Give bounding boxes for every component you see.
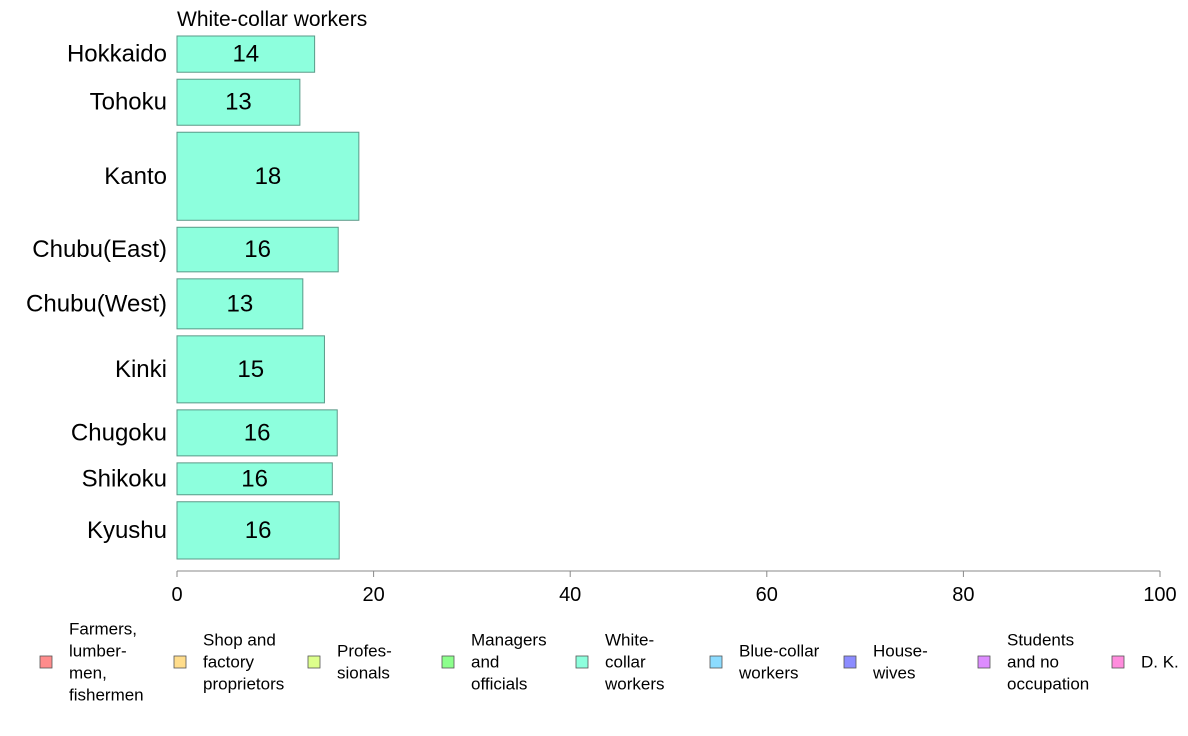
legend-label: Profes-	[337, 642, 392, 661]
bar	[176, 409, 338, 457]
x-tick-label: 0	[171, 584, 182, 606]
category-label: Hokkaido	[67, 41, 167, 68]
category-label: Chugoku	[71, 419, 167, 446]
legend-swatch	[1111, 655, 1125, 669]
legend-label: sionals	[337, 664, 390, 683]
bars-layer: Hokkaido 14 Tohoku 13 Kanto 18 Chubu(East) 16 Ch…	[26, 35, 360, 560]
legend-label: collar	[605, 653, 646, 672]
bar-value-label: 16	[244, 236, 271, 263]
legend-swatch	[39, 655, 53, 669]
legend-label: wives	[872, 664, 916, 683]
legend-label: Farmers,	[69, 620, 137, 639]
legend-label: fishermen	[69, 686, 144, 705]
legend-label: factory	[203, 653, 255, 672]
bar-value-label: 15	[237, 356, 264, 383]
bar-value-label: 14	[232, 41, 259, 68]
legend-label: D. K.	[1141, 653, 1179, 672]
bar-value-label: 13	[227, 290, 254, 317]
x-tick-label: 20	[362, 584, 384, 606]
category-label: Shikoku	[82, 465, 167, 492]
legend-swatch	[977, 655, 991, 669]
legend-label: men,	[69, 664, 107, 683]
legend-swatch	[173, 655, 187, 669]
legend-label: Shop and	[203, 631, 276, 650]
legend-label: House-	[873, 642, 928, 661]
legend-swatch	[575, 655, 589, 669]
category-label: Kanto	[104, 163, 167, 190]
x-tick-label: 100	[1143, 584, 1176, 606]
legend-label: and no	[1007, 653, 1059, 672]
bar-value-label: 16	[244, 419, 271, 446]
legend-label: workers	[604, 675, 665, 694]
legend-label: officials	[471, 675, 527, 694]
bar	[176, 131, 360, 221]
legend-label: Students	[1007, 631, 1074, 650]
legend-label: Blue-collar	[739, 642, 820, 661]
legend-label: Managers	[471, 631, 547, 650]
x-tick-label: 40	[559, 584, 581, 606]
category-label: Kinki	[115, 356, 167, 383]
bar	[176, 278, 304, 330]
bar	[176, 78, 301, 126]
legend-label: and	[471, 653, 499, 672]
chart-title: White-collar workers	[177, 8, 367, 31]
x-tick-label: 60	[756, 584, 778, 606]
bar-value-label: 16	[241, 465, 268, 492]
category-label: Tohoku	[90, 89, 167, 116]
bar-value-label: 13	[225, 89, 252, 116]
category-label: Chubu(West)	[26, 290, 167, 317]
legend-swatch	[307, 655, 321, 669]
x-tick-label: 80	[952, 584, 974, 606]
legend-label: workers	[738, 664, 799, 683]
legend-swatch	[441, 655, 455, 669]
legend: Farmers, lumber-men, fishermen Shop and fact…	[39, 620, 1179, 705]
legend-label: proprietors	[203, 675, 284, 694]
legend-label: White-	[605, 631, 654, 650]
legend-swatch	[709, 655, 723, 669]
bar	[176, 501, 340, 560]
legend-label: occupation	[1007, 675, 1089, 694]
x-axis: 0 20 40 60 80 100	[171, 570, 1177, 606]
legend-swatch	[843, 655, 857, 669]
bar	[176, 335, 325, 404]
category-label: Kyushu	[87, 517, 167, 544]
bar	[176, 35, 316, 73]
bar	[176, 462, 333, 496]
bar	[176, 226, 339, 273]
category-label: Chubu(East)	[32, 236, 167, 263]
legend-label: lumber-	[69, 642, 127, 661]
bar-value-label: 16	[245, 517, 272, 544]
bar-value-label: 18	[255, 163, 282, 190]
